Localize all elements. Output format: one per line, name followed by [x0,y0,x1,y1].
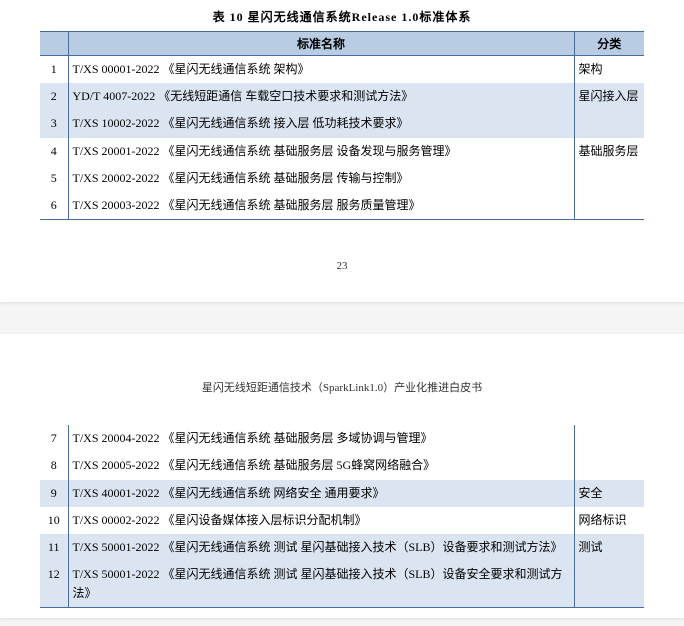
row-index: 10 [40,507,68,534]
row-name: T/XS 20002-2022 《星闪无线通信系统 基础服务层 传输与控制》 [68,165,574,192]
row-name: T/XS 20004-2022 《星闪无线通信系统 基础服务层 多域协调与管理》 [68,425,574,452]
header-name: 标准名称 [68,32,574,56]
header-category: 分类 [574,32,644,56]
row-category: 基础服务层 [574,138,644,220]
table-row: 2YD/T 4007-2022 《无线短距通信 车载空口技术要求和测试方法》星闪… [40,83,644,110]
row-index: 7 [40,425,68,452]
table-row: 5T/XS 20002-2022 《星闪无线通信系统 基础服务层 传输与控制》 [40,165,644,192]
row-index: 1 [40,56,68,84]
row-index: 12 [40,561,68,608]
row-index: 11 [40,534,68,561]
row-name: T/XS 20005-2022 《星闪无线通信系统 基础服务层 5G蜂窝网络融合… [68,452,574,479]
table-row: 4T/XS 20001-2022 《星闪无线通信系统 基础服务层 设备发现与服务… [40,138,644,165]
page-1: 表 10 星闪无线通信系统Release 1.0标准体系 标准名称 分类 1T/… [0,0,684,302]
row-name: T/XS 00002-2022 《星闪设备媒体接入层标识分配机制》 [68,507,574,534]
row-name: T/XS 20001-2022 《星闪无线通信系统 基础服务层 设备发现与服务管… [68,138,574,165]
table-row: 8T/XS 20005-2022 《星闪无线通信系统 基础服务层 5G蜂窝网络融… [40,452,644,479]
doc-header: 星闪无线短距通信技术（SparkLink1.0）产业化推进白皮书 [40,379,644,395]
row-category [574,425,644,479]
header-index [40,32,68,56]
row-name: YD/T 4007-2022 《无线短距通信 车载空口技术要求和测试方法》 [68,83,574,110]
row-name: T/XS 00001-2022 《星闪无线通信系统 架构》 [68,56,574,84]
row-name: T/XS 10002-2022 《星闪无线通信系统 接入层 低功耗技术要求》 [68,110,574,137]
row-index: 9 [40,480,68,507]
row-name: T/XS 50001-2022 《星闪无线通信系统 测试 星闪基础接入技术（SL… [68,561,574,608]
row-index: 6 [40,192,68,220]
row-category: 架构 [574,56,644,84]
table-row: 3T/XS 10002-2022 《星闪无线通信系统 接入层 低功耗技术要求》 [40,110,644,137]
row-name: T/XS 20003-2022 《星闪无线通信系统 基础服务层 服务质量管理》 [68,192,574,220]
table-row: 12T/XS 50001-2022 《星闪无线通信系统 测试 星闪基础接入技术（… [40,561,644,608]
table-row: 11T/XS 50001-2022 《星闪无线通信系统 测试 星闪基础接入技术（… [40,534,644,561]
row-index: 2 [40,83,68,110]
row-index: 4 [40,138,68,165]
table-row: 6T/XS 20003-2022 《星闪无线通信系统 基础服务层 服务质量管理》 [40,192,644,220]
row-index: 5 [40,165,68,192]
row-category: 网络标识 [574,507,644,534]
table-caption: 表 10 星闪无线通信系统Release 1.0标准体系 [40,8,644,25]
row-index: 3 [40,110,68,137]
page-number: 23 [40,260,644,272]
page-2: 星闪无线短距通信技术（SparkLink1.0）产业化推进白皮书 7T/XS 2… [0,334,684,618]
table-row: 1T/XS 00001-2022 《星闪无线通信系统 架构》架构 [40,56,644,84]
table-row: 9T/XS 40001-2022 《星闪无线通信系统 网络安全 通用要求》安全 [40,480,644,507]
row-index: 8 [40,452,68,479]
standards-table-2: 7T/XS 20004-2022 《星闪无线通信系统 基础服务层 多域协调与管理… [40,425,644,608]
row-name: T/XS 50001-2022 《星闪无线通信系统 测试 星闪基础接入技术（SL… [68,534,574,561]
row-category: 测试 [574,534,644,608]
row-name: T/XS 40001-2022 《星闪无线通信系统 网络安全 通用要求》 [68,480,574,507]
row-category: 安全 [574,480,644,507]
row-category: 星闪接入层 [574,83,644,137]
table-row: 10T/XS 00002-2022 《星闪设备媒体接入层标识分配机制》网络标识 [40,507,644,534]
table-row: 7T/XS 20004-2022 《星闪无线通信系统 基础服务层 多域协调与管理… [40,425,644,452]
standards-table-1: 标准名称 分类 1T/XS 00001-2022 《星闪无线通信系统 架构》架构… [40,31,644,220]
